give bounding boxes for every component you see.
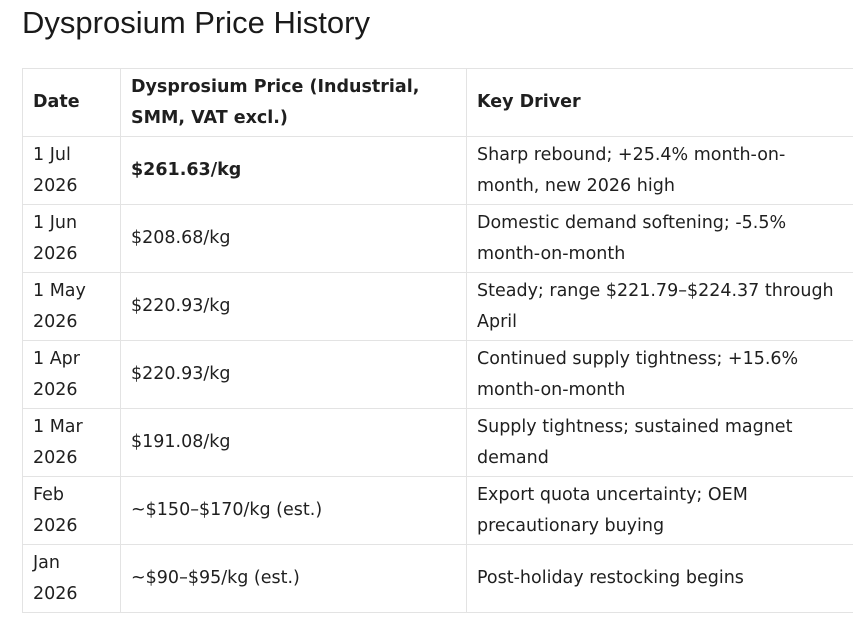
table-row: 1 Apr 2026 $220.93/kg Continued supply t… — [22, 340, 853, 409]
table-row: Jan 2026 ~$90–$95/kg (est.) Post-holiday… — [22, 544, 853, 613]
table-row: 1 May 2026 $220.93/kg Steady; range $221… — [22, 272, 853, 341]
page-title: Dysprosium Price History — [22, 5, 370, 40]
date-cell: Feb 2026 — [22, 476, 121, 545]
table-row: 1 Jul 2026 $261.63/kg Sharp rebound; +25… — [22, 136, 853, 205]
price-cell: $261.63/kg — [120, 136, 467, 205]
price-cell: $191.08/kg — [120, 408, 467, 477]
price-cell: $220.93/kg — [120, 340, 467, 409]
date-cell: Jan 2026 — [22, 544, 121, 613]
column-header-key-driver: Key Driver — [466, 68, 853, 137]
column-header-date: Date — [22, 68, 121, 137]
column-header-price: Dysprosium Price (Industrial, SMM, VAT e… — [120, 68, 467, 137]
driver-cell: Supply tightness; sustained magnet deman… — [466, 408, 853, 477]
driver-cell: Continued supply tightness; +15.6% month… — [466, 340, 853, 409]
date-cell: 1 Jul 2026 — [22, 136, 121, 205]
date-cell: 1 Jun 2026 — [22, 204, 121, 273]
price-history-table: Date Dysprosium Price (Industrial, SMM, … — [22, 68, 853, 613]
price-cell: $208.68/kg — [120, 204, 467, 273]
driver-cell: Steady; range $221.79–$224.37 through Ap… — [466, 272, 853, 341]
price-cell: $220.93/kg — [120, 272, 467, 341]
table-row: 1 Jun 2026 $208.68/kg Domestic demand so… — [22, 204, 853, 273]
driver-cell: Domestic demand softening; -5.5% month-o… — [466, 204, 853, 273]
driver-cell: Export quota uncertainty; OEM precaution… — [466, 476, 853, 545]
date-cell: 1 May 2026 — [22, 272, 121, 341]
date-cell: 1 Apr 2026 — [22, 340, 121, 409]
date-cell: 1 Mar 2026 — [22, 408, 121, 477]
table-row: Feb 2026 ~$150–$170/kg (est.) Export quo… — [22, 476, 853, 545]
table-header-row: Date Dysprosium Price (Industrial, SMM, … — [22, 68, 853, 137]
driver-cell: Sharp rebound; +25.4% month-on-month, ne… — [466, 136, 853, 205]
price-cell: ~$90–$95/kg (est.) — [120, 544, 467, 613]
table-row: 1 Mar 2026 $191.08/kg Supply tightness; … — [22, 408, 853, 477]
price-cell: ~$150–$170/kg (est.) — [120, 476, 467, 545]
driver-cell: Post-holiday restocking begins — [466, 544, 853, 613]
